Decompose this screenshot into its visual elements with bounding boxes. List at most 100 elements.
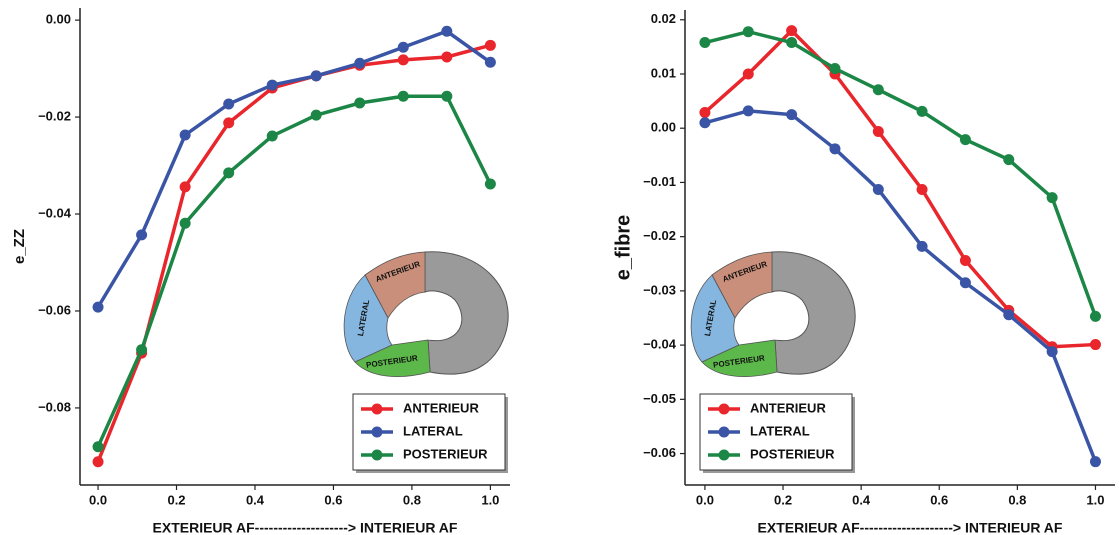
y-tick-label: −0.02 [643, 228, 676, 243]
legend-label: LATERAL [403, 423, 463, 438]
point [92, 456, 104, 468]
legend-marker [718, 449, 730, 461]
x-tick-label: 0.6 [324, 492, 342, 507]
point [397, 54, 409, 66]
legend-label: POSTERIEUR [750, 446, 835, 461]
point [959, 134, 971, 146]
y-tick-label: 0.00 [651, 120, 676, 135]
point [959, 255, 971, 267]
x-axis-label: EXTERIEUR AF--------------------> INTERI… [153, 520, 458, 535]
chart: 0.02 0.01 0.00 −0.01 −0.02 −0.03 −0.04 −0.05 −0.… [612, 10, 1115, 535]
point [397, 41, 409, 53]
chart: 0.00 −0.02 −0.04 −0.06 −0.08 0.0 0.2 0.4 0.6 0.8 1… [11, 8, 510, 535]
legend-marker [718, 426, 730, 438]
series-line [704, 29, 1098, 317]
x-tick-label: 0.2 [167, 492, 185, 507]
legend-label: ANTERIEUR [750, 400, 826, 415]
point [916, 240, 928, 252]
legend-marker [371, 403, 383, 415]
point [92, 301, 104, 313]
y-tick-label: −0.04 [38, 205, 72, 220]
anterieur-region [364, 251, 426, 319]
legend: ANTERIEUR LATERAL POSTERIEUR [699, 393, 855, 473]
x-tick-label: 0.6 [930, 492, 948, 507]
y-axis-label: e_fibre [612, 215, 634, 281]
point [829, 143, 841, 155]
point [136, 229, 148, 241]
point [1003, 154, 1015, 166]
point [354, 57, 366, 69]
x-tick-label: 0.8 [403, 492, 421, 507]
point [92, 441, 104, 453]
point [872, 183, 884, 195]
point [1089, 339, 1101, 351]
point [699, 117, 711, 129]
y-tick-label: −0.02 [38, 109, 71, 124]
series-line [96, 29, 492, 308]
x-tick-label: 0.4 [246, 492, 265, 507]
series-line [96, 94, 492, 448]
legend: ANTERIEUR LATERAL POSTERIEUR [352, 393, 508, 473]
point [786, 109, 798, 121]
point [223, 167, 235, 179]
point [179, 181, 191, 193]
disc-hole [388, 300, 459, 345]
point [484, 56, 496, 68]
y-axis-label: e_ZZ [11, 229, 28, 264]
point [742, 105, 754, 117]
legend-label: ANTERIEUR [403, 400, 479, 415]
point [179, 129, 191, 141]
y-tick-label: −0.04 [643, 337, 677, 352]
y-tick-label: −0.06 [643, 445, 676, 460]
x-tick-label: 0.4 [852, 492, 871, 507]
point [310, 109, 322, 121]
point [397, 90, 409, 102]
point [136, 344, 148, 356]
x-tick-label: 1.0 [1086, 492, 1104, 507]
y-tick-label: −0.01 [643, 174, 676, 189]
point [959, 277, 971, 289]
point [742, 26, 754, 38]
y-tick-label: −0.06 [38, 302, 71, 317]
point [441, 25, 453, 37]
legend-marker [371, 426, 383, 438]
point [1046, 346, 1058, 358]
posterieur-region [354, 339, 431, 377]
point [441, 90, 453, 102]
point [1089, 310, 1101, 322]
y-tick-label: 0.00 [46, 12, 71, 27]
point [872, 125, 884, 137]
x-tick-label: 0.8 [1008, 492, 1026, 507]
point [742, 68, 754, 80]
y-tick-label: 0.02 [651, 11, 676, 26]
point [484, 178, 496, 190]
disc-hole [735, 300, 806, 345]
legend-label: LATERAL [750, 423, 810, 438]
point [786, 37, 798, 49]
point [354, 97, 366, 109]
point [179, 217, 191, 229]
legend-marker [718, 403, 730, 415]
point [1046, 192, 1058, 204]
legend-marker [371, 449, 383, 461]
series-line [703, 28, 1096, 349]
posterieur-region [701, 339, 778, 377]
point [266, 130, 278, 142]
point [699, 37, 711, 49]
point [829, 63, 841, 75]
x-tick-label: 1.0 [481, 492, 499, 507]
series-line [704, 109, 1098, 463]
y-tick-label: −0.03 [643, 282, 676, 297]
y-tick-label: −0.05 [643, 391, 676, 406]
point [916, 105, 928, 117]
anterieur-region [711, 251, 773, 319]
point [223, 98, 235, 110]
disc-ring [424, 251, 509, 375]
y-tick-label: −0.08 [38, 399, 71, 414]
point [916, 183, 928, 195]
point [484, 39, 496, 51]
